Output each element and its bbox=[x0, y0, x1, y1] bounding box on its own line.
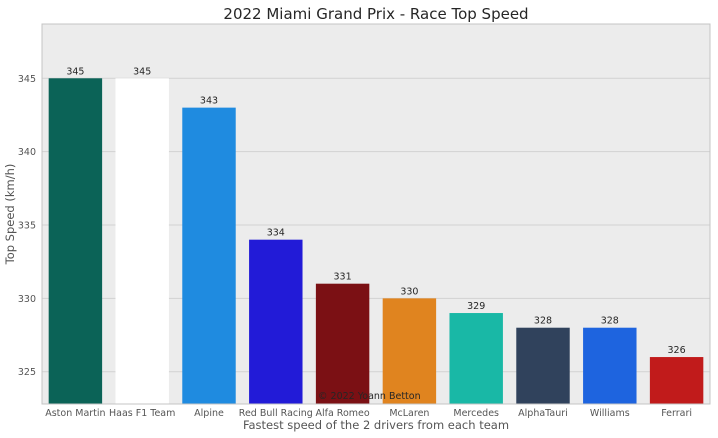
data-labels: 345 345 343 334 331 330 329 328 328 326 bbox=[66, 66, 685, 356]
x-tick-label: Williams bbox=[590, 408, 630, 419]
x-tick-label: AlphaTauri bbox=[518, 408, 568, 419]
bar-value-label: 331 bbox=[334, 272, 352, 283]
y-tick-label: 330 bbox=[18, 294, 36, 305]
copyright-annotation: © 2022 Yoann Betton bbox=[318, 391, 421, 402]
bar-value-label: 334 bbox=[267, 228, 285, 239]
bar-value-label: 330 bbox=[400, 286, 418, 297]
bar-value-label: 345 bbox=[133, 66, 151, 77]
x-tick-label: Red Bull Racing bbox=[239, 408, 313, 419]
bar bbox=[583, 327, 637, 404]
y-tick-label: 345 bbox=[18, 74, 36, 85]
bar bbox=[315, 283, 370, 404]
bar-value-label: 329 bbox=[467, 301, 485, 312]
x-tick-label: Alfa Romeo bbox=[315, 408, 369, 419]
x-tick-label: Aston Martin bbox=[45, 408, 105, 419]
plot-frame bbox=[41, 23, 711, 405]
bar-value-label: 328 bbox=[601, 316, 619, 327]
y-tick-label: 340 bbox=[18, 147, 36, 158]
bars bbox=[48, 78, 704, 405]
x-axis-ticks: Aston Martin Haas F1 Team Alpine Red Bull R… bbox=[45, 408, 692, 419]
y-axis-label: Top Speed (km/h) bbox=[3, 164, 17, 266]
bar bbox=[382, 298, 437, 404]
bar bbox=[249, 239, 303, 404]
y-axis-ticks: 325 330 335 340 345 bbox=[18, 74, 36, 378]
bar-value-label: 326 bbox=[668, 345, 686, 356]
x-tick-label: Mercedes bbox=[453, 408, 499, 419]
bar-value-label: 343 bbox=[200, 96, 218, 107]
bar bbox=[449, 313, 503, 404]
bar bbox=[182, 107, 236, 405]
x-axis-label: Fastest speed of the 2 drivers from each… bbox=[243, 418, 509, 432]
y-tick-label: 325 bbox=[18, 367, 36, 378]
y-tick-label: 335 bbox=[18, 221, 36, 232]
bar bbox=[115, 78, 169, 405]
x-tick-label: McLaren bbox=[389, 408, 429, 419]
bar bbox=[48, 78, 103, 405]
bar-value-label: 345 bbox=[66, 66, 84, 77]
chart-title: 2022 Miami Grand Prix - Race Top Speed bbox=[223, 5, 528, 23]
x-tick-label: Haas F1 Team bbox=[109, 408, 175, 419]
bar-value-label: 328 bbox=[534, 316, 552, 327]
bar bbox=[649, 357, 704, 404]
x-tick-label: Alpine bbox=[194, 408, 224, 419]
x-tick-label: Ferrari bbox=[661, 408, 692, 419]
bar bbox=[516, 327, 570, 404]
